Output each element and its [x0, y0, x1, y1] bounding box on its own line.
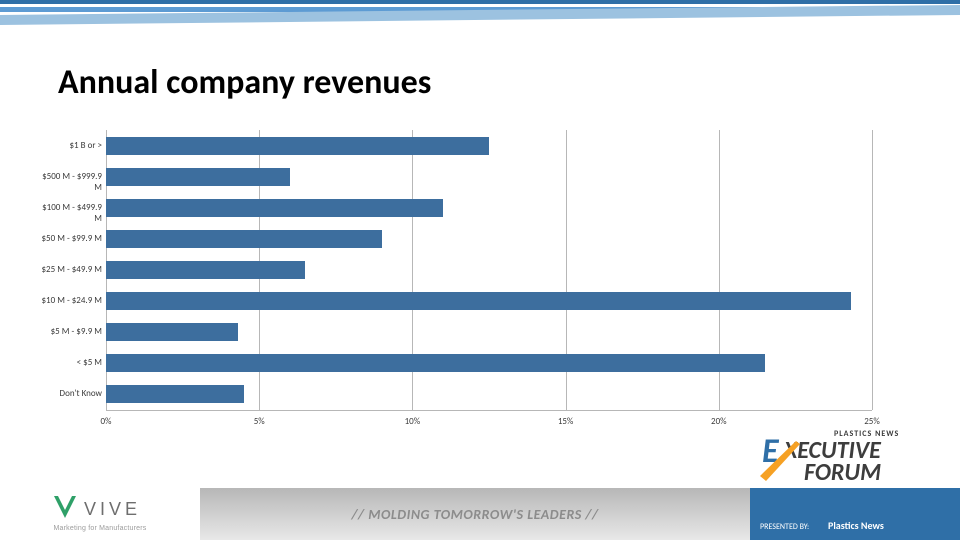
footer-left-logo: VIVE Marketing for Manufacturers — [0, 488, 200, 540]
y-axis-label: Don't Know — [40, 388, 102, 399]
y-axis-label: $500 M - $999.9 M — [40, 171, 102, 193]
y-axis-label: $10 M - $24.9 M — [40, 295, 102, 306]
x-axis-label: 15% — [551, 416, 581, 427]
y-axis-label: < $5 M — [40, 357, 102, 368]
x-axis-label: 5% — [244, 416, 274, 427]
y-axis-label: $50 M - $99.9 M — [40, 233, 102, 244]
bar — [106, 137, 489, 155]
x-axis-label: 0% — [91, 416, 121, 427]
footer: VIVE Marketing for Manufacturers // MOLD… — [0, 488, 960, 540]
gridline — [872, 130, 873, 410]
bar — [106, 199, 443, 217]
y-axis-label: $5 M - $9.9 M — [40, 326, 102, 337]
footer-center-tagline: // MOLDING TOMORROW'S LEADERS // — [200, 488, 750, 540]
bar — [106, 168, 290, 186]
y-axis-label: $25 M - $49.9 M — [40, 264, 102, 275]
vive-mark-icon — [54, 496, 76, 523]
y-axis-label: $1 B or > — [40, 140, 102, 151]
x-axis-label: 20% — [704, 416, 734, 427]
bar — [106, 354, 765, 372]
vive-logo-text: VIVE — [84, 499, 141, 520]
bar — [106, 385, 244, 403]
bar — [106, 292, 851, 310]
presented-by-label: PRESENTED BY: — [760, 522, 809, 532]
bar — [106, 230, 382, 248]
bar — [106, 261, 305, 279]
footer-right-panel: PRESENTED BY: Plastics News — [750, 488, 960, 540]
executive-forum-logo: PLASTICS NEWS E XECUTIVE FORUM — [760, 426, 950, 484]
forum-main-bottom: FORUM — [804, 458, 881, 484]
revenue-chart: 0%5%10%15%20%25%$1 B or >$500 M - $999.9… — [40, 130, 872, 436]
plot-area — [106, 130, 872, 411]
y-axis-label: $100 M - $499.9 M — [40, 202, 102, 224]
center-tagline-text: // MOLDING TOMORROW'S LEADERS // — [351, 506, 598, 523]
x-axis-label: 10% — [397, 416, 427, 427]
chart-title: Annual company revenues — [58, 62, 431, 103]
header-band — [0, 0, 960, 34]
bar — [106, 323, 238, 341]
vive-tagline: Marketing for Manufacturers — [54, 525, 147, 532]
presenter-name: Plastics News — [828, 519, 884, 532]
